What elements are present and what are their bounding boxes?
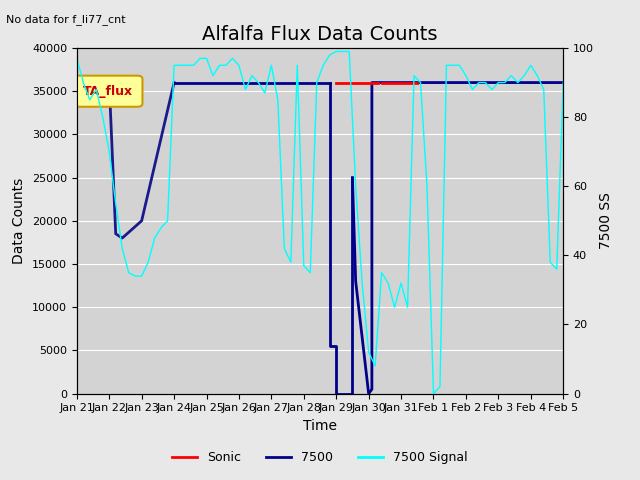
Legend: Sonic, 7500, 7500 Signal: Sonic, 7500, 7500 Signal (167, 446, 473, 469)
Y-axis label: Data Counts: Data Counts (12, 178, 26, 264)
FancyBboxPatch shape (74, 76, 143, 107)
Text: TA_flux: TA_flux (83, 84, 134, 98)
Text: No data for f_li77_cnt: No data for f_li77_cnt (6, 14, 126, 25)
Title: Alfalfa Flux Data Counts: Alfalfa Flux Data Counts (202, 24, 438, 44)
X-axis label: Time: Time (303, 419, 337, 433)
Y-axis label: 7500 SS: 7500 SS (600, 192, 614, 249)
